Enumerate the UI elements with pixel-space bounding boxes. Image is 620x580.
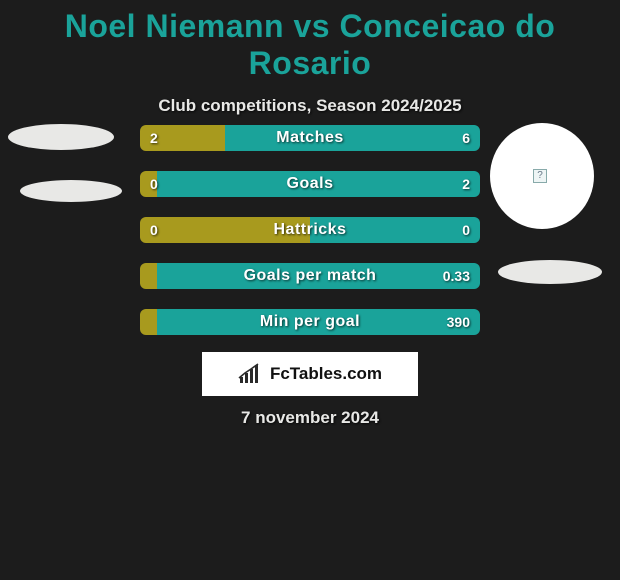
footer-brand-box: FcTables.com: [202, 352, 418, 396]
bar-row: Min per goal390: [140, 309, 480, 335]
comparison-bars: Matches26Goals02Hattricks00Goals per mat…: [140, 125, 480, 355]
bar-value-right: 390: [447, 309, 470, 335]
decor-ellipse-top-left-1: [8, 124, 114, 150]
bar-label: Goals: [140, 171, 480, 197]
bar-label: Hattricks: [140, 217, 480, 243]
bar-value-right: 6: [462, 125, 470, 151]
bar-value-left: 0: [150, 171, 158, 197]
footer-date: 7 november 2024: [0, 408, 620, 428]
decor-ellipse-top-left-2: [20, 180, 122, 202]
page-title: Noel Niemann vs Conceicao do Rosario: [0, 0, 620, 82]
bar-label: Matches: [140, 125, 480, 151]
decor-ellipse-bottom-right: [498, 260, 602, 284]
footer-brand-text: FcTables.com: [270, 364, 382, 384]
bar-value-right: 0: [462, 217, 470, 243]
bar-label: Min per goal: [140, 309, 480, 335]
bar-label: Goals per match: [140, 263, 480, 289]
bar-row: Goals per match0.33: [140, 263, 480, 289]
bar-row: Goals0 2: [140, 171, 480, 197]
placeholder-icon: ?: [533, 169, 547, 183]
bar-row: Matches2 6: [140, 125, 480, 151]
bars-icon: [238, 363, 264, 385]
bar-row: Hattricks0 0: [140, 217, 480, 243]
bar-value-left: 2: [150, 125, 158, 151]
bar-value-right: 0.33: [443, 263, 470, 289]
subtitle: Club competitions, Season 2024/2025: [0, 96, 620, 116]
bar-value-left: 0: [150, 217, 158, 243]
bar-value-right: 2: [462, 171, 470, 197]
